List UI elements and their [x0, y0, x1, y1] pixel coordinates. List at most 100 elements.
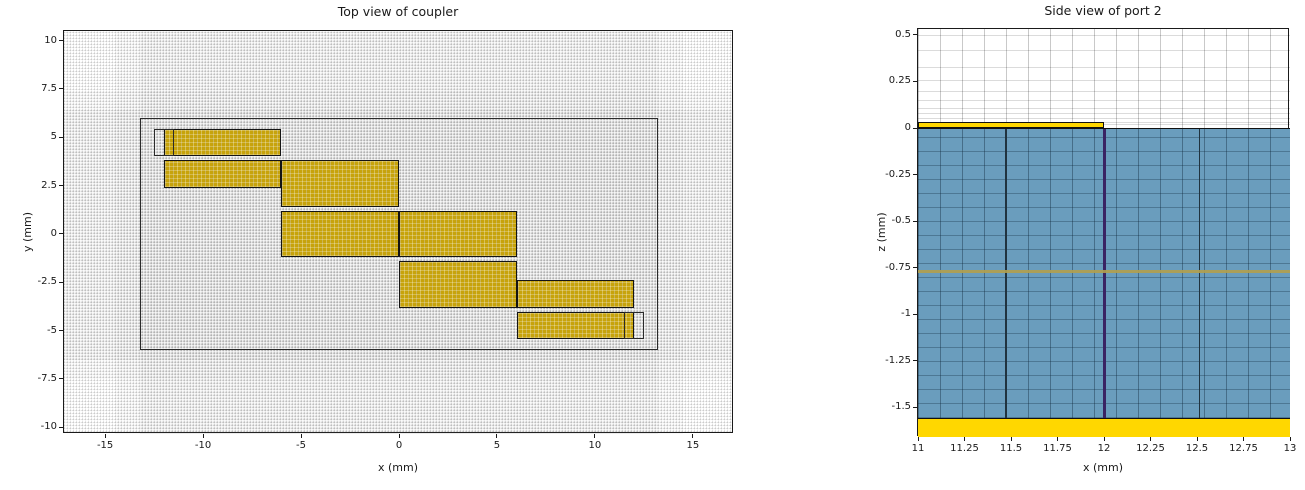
y-tick-label: 2.5	[41, 179, 57, 191]
coupler-copper-section	[516, 312, 635, 339]
x-tick-label: 12.25	[1136, 443, 1165, 454]
air-mesh-line	[918, 113, 1290, 115]
side-view-axes: 11 11.25 11.5 11.75 12 12.25 12.5 12.75 13 0.5 0.2…	[885, 28, 1296, 454]
air-mesh-line	[918, 34, 1290, 36]
y-tick-label: 10	[44, 34, 57, 46]
x-tick-label: 15	[686, 440, 700, 451]
x-tick-mark	[202, 434, 204, 438]
y-tick-label: 0	[904, 122, 911, 134]
primary-mesh-line	[1198, 128, 1201, 419]
y-tick-mark	[59, 281, 63, 283]
x-tick-label: 12.75	[1229, 443, 1258, 454]
coupler-copper-section	[516, 279, 635, 309]
y-tick-mark	[59, 378, 63, 380]
y-tick-mark	[59, 185, 63, 187]
coupler-copper-section	[163, 159, 282, 188]
air-mesh-line	[918, 49, 1290, 51]
x-tick-label: 11.25	[950, 443, 979, 454]
port-2-outline	[624, 312, 644, 339]
x-tick-mark	[1057, 437, 1058, 441]
y-tick-label: -10	[40, 421, 57, 433]
x-tick-label: 10	[588, 440, 602, 451]
primary-mesh-line	[1005, 128, 1007, 419]
mid-layer-line	[918, 269, 1290, 273]
side-view-y-axis-label: z (mm)	[875, 212, 888, 252]
top-view-axes: -15 -10 -5 0 5 10 15 10 7.5 5 2.5 0 -2.5 -5 -7.5 -10	[37, 30, 734, 451]
y-tick-mark	[59, 330, 63, 332]
port-2-feed-line	[1102, 128, 1106, 419]
x-tick-label: 12	[1097, 443, 1111, 454]
coupler-copper-section	[281, 159, 399, 208]
coupler-copper-section	[399, 260, 517, 309]
x-tick-mark	[104, 434, 106, 438]
x-tick-label: -15	[96, 440, 114, 451]
y-tick-mark	[59, 88, 63, 90]
y-tick-mark	[913, 127, 917, 129]
y-tick-label: 5	[50, 131, 57, 143]
y-tick-label: -0.75	[885, 261, 911, 273]
x-tick-mark	[300, 434, 302, 438]
x-tick-label: 13	[1283, 443, 1297, 454]
x-tick-mark	[594, 434, 596, 438]
y-tick-label: -7.5	[37, 372, 57, 384]
x-tick-label: 0	[395, 440, 403, 451]
y-tick-mark	[913, 174, 917, 176]
y-tick-mark	[59, 40, 63, 42]
top-view-x-axis-label: x (mm)	[377, 461, 419, 474]
air-mesh-line	[918, 66, 1290, 68]
y-tick-label: -0.25	[885, 168, 911, 180]
air-mesh-line	[918, 100, 1290, 102]
ground-plane	[918, 418, 1290, 437]
x-tick-mark	[1243, 437, 1244, 441]
y-tick-label: 0	[50, 227, 57, 239]
x-tick-mark	[1010, 437, 1012, 441]
side-view-title: Side view of port 2	[1044, 3, 1162, 18]
side-view-x-axis-label: x (mm)	[1082, 461, 1124, 474]
x-tick-mark	[1150, 437, 1151, 441]
y-tick-label: -1.25	[885, 354, 911, 366]
x-tick-label: -10	[194, 440, 212, 451]
air-mesh-line	[918, 79, 1290, 81]
x-tick-label: 5	[493, 440, 501, 451]
air-mesh-line	[918, 124, 1290, 126]
air-mesh-line	[918, 117, 1290, 119]
x-tick-mark	[1196, 437, 1198, 441]
y-tick-label: -1.5	[891, 401, 911, 413]
microstrip-trace	[918, 121, 1104, 128]
y-tick-label: 7.5	[41, 82, 57, 94]
x-tick-mark	[917, 437, 919, 441]
coupler-copper-section	[399, 210, 517, 258]
coupler-copper-section	[163, 128, 282, 156]
y-tick-mark	[913, 34, 917, 36]
x-tick-mark	[1289, 437, 1291, 441]
x-tick-mark	[1103, 437, 1105, 441]
y-tick-mark	[59, 136, 63, 138]
x-tick-mark	[398, 434, 400, 438]
x-tick-label: 11.5	[999, 443, 1023, 454]
y-tick-mark	[913, 313, 917, 315]
y-tick-mark	[913, 267, 917, 269]
y-tick-label: -5	[47, 324, 57, 336]
y-tick-label: 0.5	[895, 28, 911, 40]
y-tick-label: -1	[901, 308, 911, 320]
y-tick-label: -0.5	[891, 215, 911, 227]
x-tick-mark	[692, 434, 694, 438]
x-tick-label: 11	[911, 443, 925, 454]
y-tick-mark	[913, 80, 917, 82]
y-tick-mark	[913, 360, 917, 362]
substrate-outline	[140, 117, 658, 350]
air-mesh-line	[918, 107, 1290, 109]
port-1-outline	[154, 128, 174, 156]
y-tick-mark	[59, 426, 63, 428]
x-tick-label: -5	[296, 440, 307, 451]
air-mesh-line	[918, 121, 1290, 123]
y-tick-mark	[59, 233, 63, 235]
air-mesh-line	[918, 90, 1290, 92]
x-tick-label: 12.5	[1185, 443, 1209, 454]
top-view-title: Top view of coupler	[337, 4, 459, 19]
x-tick-mark	[496, 434, 498, 438]
coupler-copper-section	[281, 210, 399, 258]
substrate-top-line	[918, 128, 1290, 130]
y-tick-label: -2.5	[37, 276, 57, 288]
